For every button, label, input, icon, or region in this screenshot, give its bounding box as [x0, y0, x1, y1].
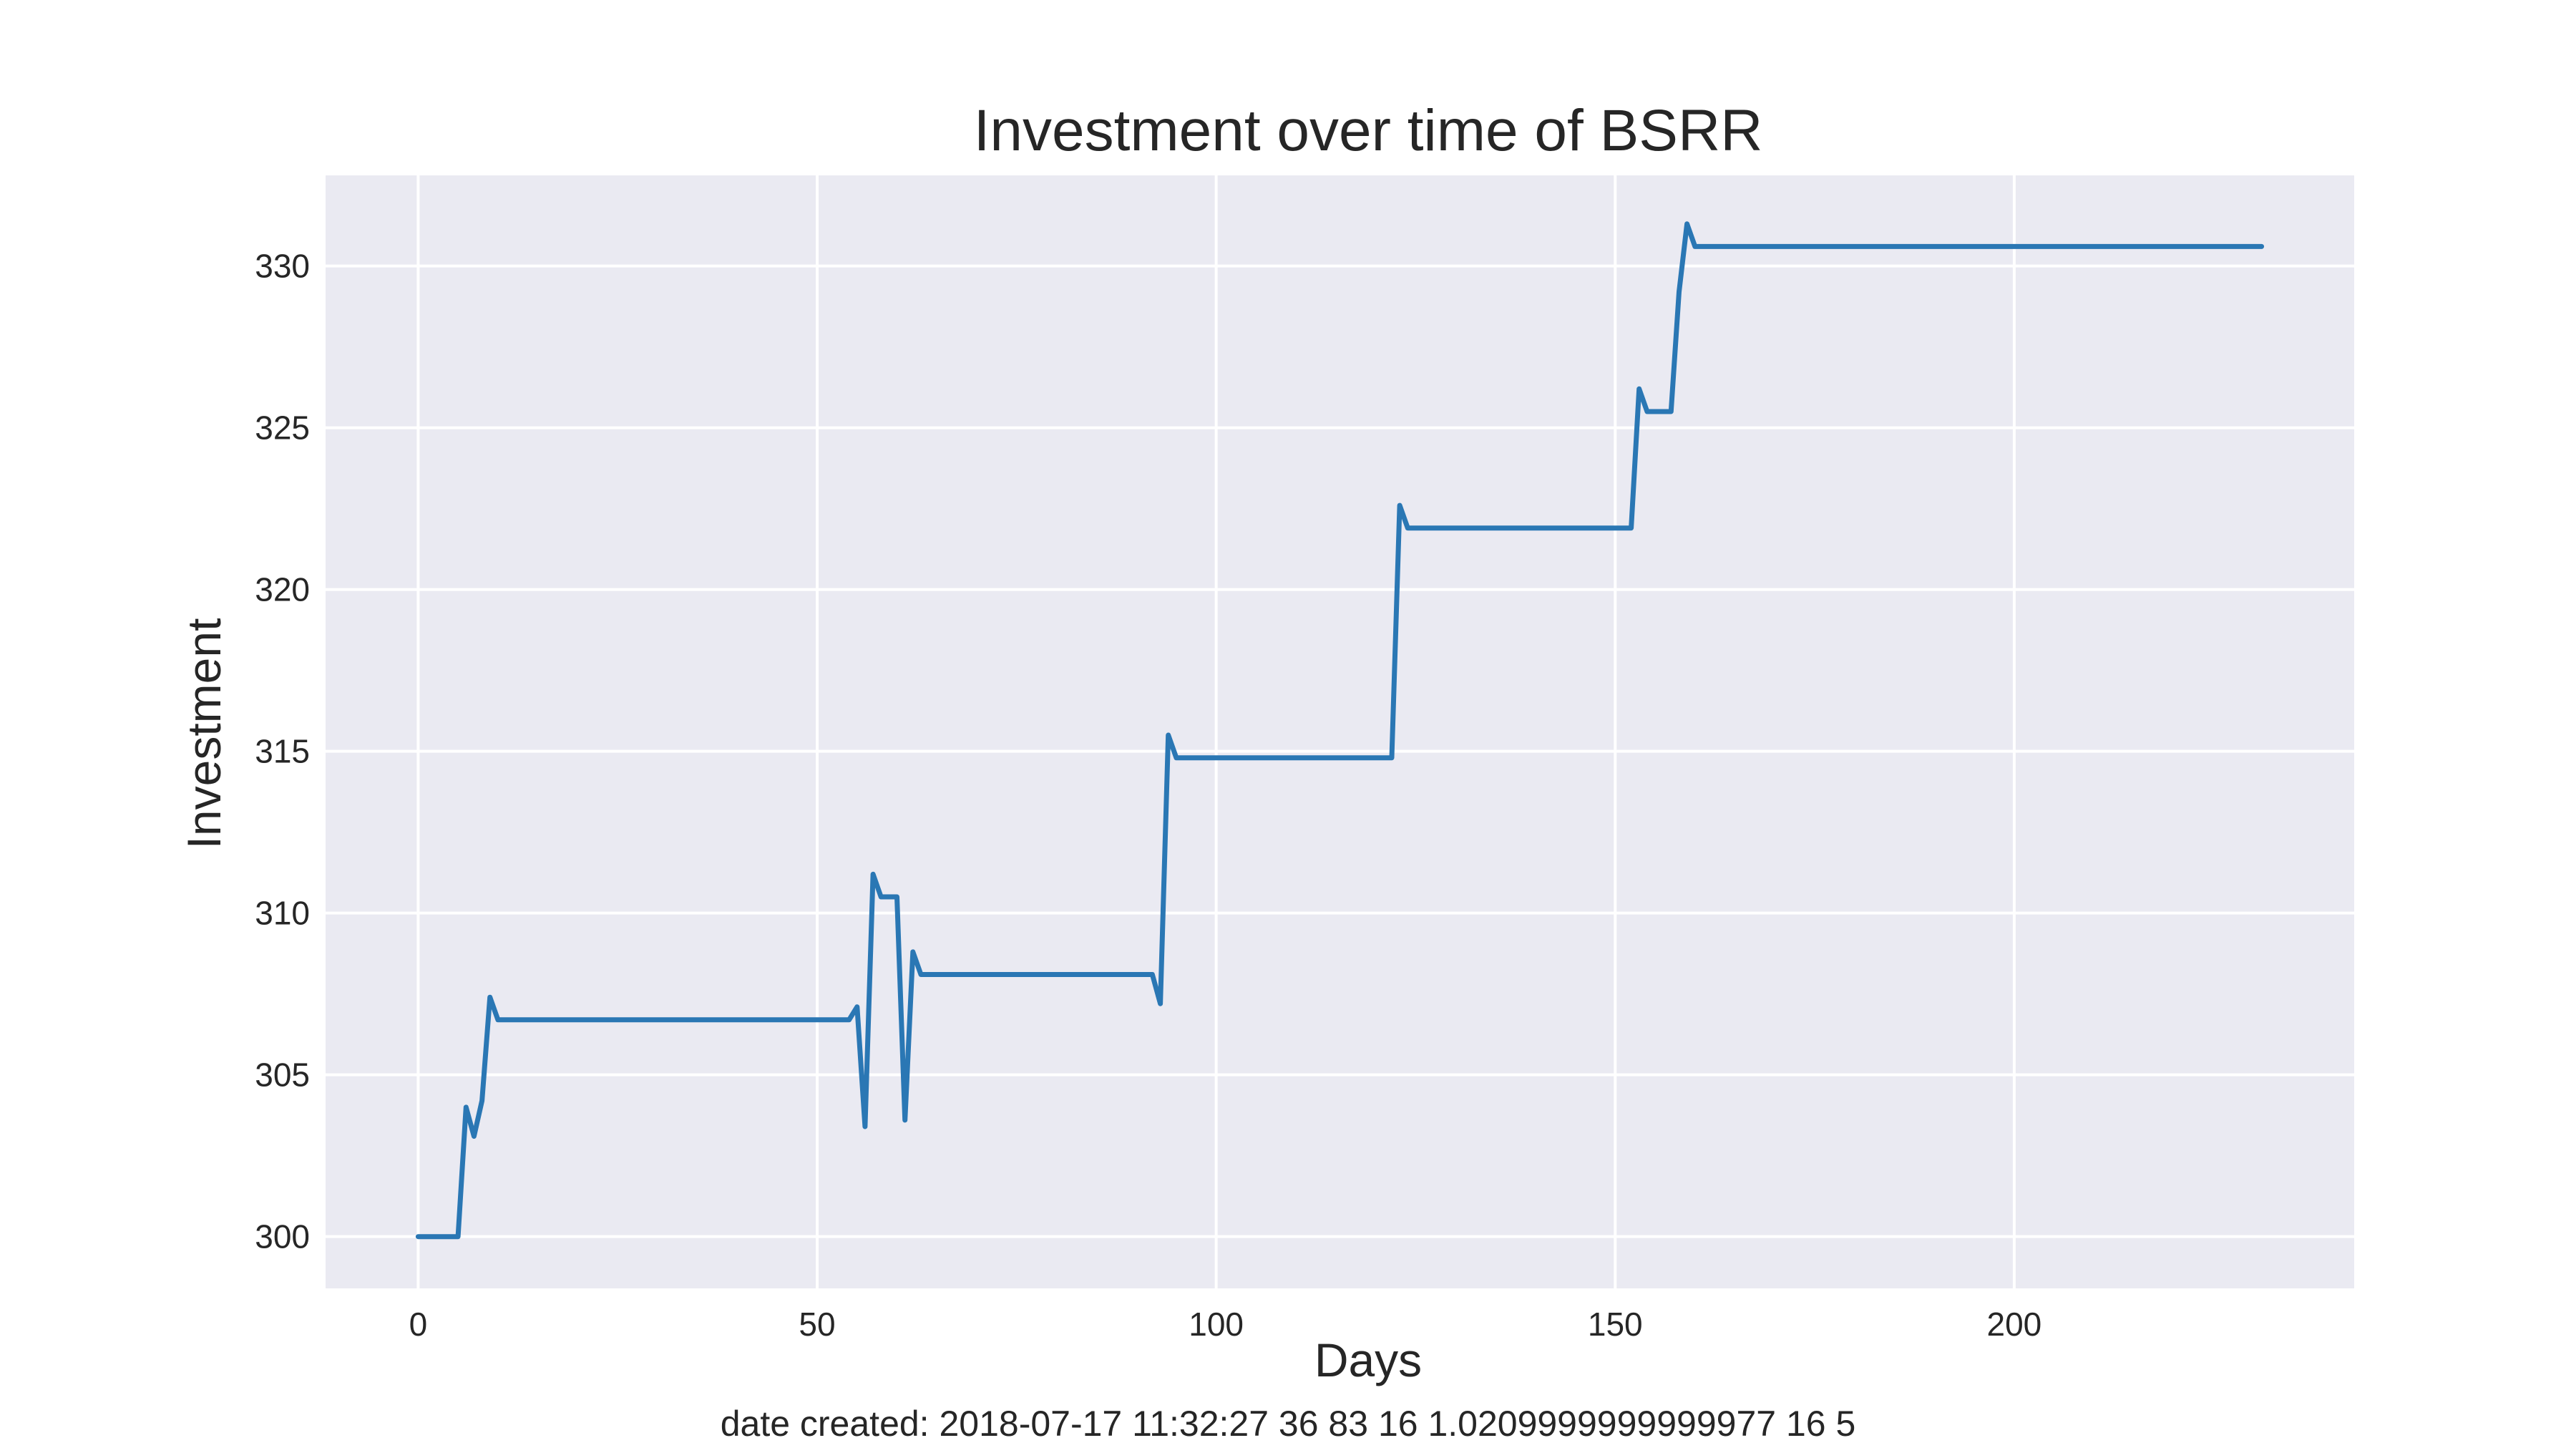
y-tick-label: 310 — [255, 895, 310, 932]
x-tick-label: 100 — [1189, 1306, 1244, 1343]
chart-title: Investment over time of BSRR — [974, 98, 1763, 163]
tick-labels: 0 50 100 150 200 300 305 310 315 320 325 330 — [255, 248, 2041, 1343]
series-layer — [415, 221, 2265, 1240]
x-tick-label: 150 — [1588, 1306, 1643, 1343]
plot-background — [326, 175, 2354, 1288]
footer-note: date created: 2018-07-17 11:32:27 36 83 … — [721, 1404, 1856, 1444]
y-tick-label: 325 — [255, 409, 310, 447]
x-axis-label: Days — [1314, 1333, 1422, 1386]
x-tick-label: 200 — [1987, 1306, 2042, 1343]
y-tick-label: 330 — [255, 248, 310, 285]
series-line — [415, 221, 2265, 1240]
y-tick-label: 320 — [255, 571, 310, 608]
y-tick-label: 305 — [255, 1056, 310, 1094]
x-tick-label: 50 — [799, 1306, 835, 1343]
grid-lines — [326, 175, 2354, 1288]
y-tick-label: 315 — [255, 733, 310, 770]
y-axis-label: Investment — [177, 618, 230, 850]
y-tick-label: 300 — [255, 1218, 310, 1255]
x-tick-label: 0 — [409, 1306, 428, 1343]
